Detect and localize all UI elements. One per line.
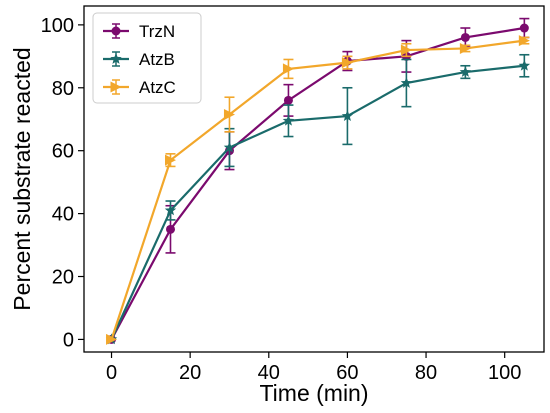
legend-item-trzn: TrzN	[103, 22, 175, 41]
x-tick-label: 60	[336, 362, 358, 384]
series-atzc	[106, 35, 530, 345]
data-point	[223, 109, 235, 121]
data-point	[164, 154, 176, 166]
x-tick-label: 100	[488, 362, 521, 384]
series-line	[110, 64, 525, 340]
data-point	[341, 57, 353, 69]
legend-item-atzc: AtzC	[103, 78, 176, 97]
data-point	[519, 23, 529, 33]
series-line	[110, 26, 525, 340]
series-line	[110, 39, 525, 340]
x-axis-title: Time (min)	[259, 380, 368, 406]
data-point	[164, 204, 177, 216]
data-point	[165, 224, 175, 234]
legend-item-atzb: AtzB	[103, 50, 175, 69]
legend-marker	[110, 81, 122, 93]
y-tick-label: 20	[52, 267, 74, 289]
legend-marker	[110, 53, 122, 64]
legend: TrzN AtzB AtzC	[92, 12, 202, 104]
plot-frame	[83, 5, 545, 353]
data-point	[282, 114, 295, 126]
data-point	[283, 95, 293, 105]
data-point	[106, 333, 118, 345]
x-tick-label: 80	[415, 362, 437, 384]
data-point	[282, 63, 294, 75]
series-atzb	[105, 53, 531, 345]
data-point	[400, 77, 413, 88]
x-tick-label: 0	[106, 362, 117, 384]
x-tick-label: 20	[179, 362, 201, 384]
legend-label: TrzN	[139, 22, 175, 41]
legend-label: AtzC	[139, 78, 176, 97]
x-tick-label: 40	[258, 362, 280, 384]
y-tick-label: 100	[41, 15, 74, 37]
data-point	[518, 35, 530, 47]
data-point	[459, 42, 471, 54]
y-tick-label: 0	[63, 329, 74, 351]
y-tick-label: 60	[52, 141, 74, 163]
y-tick-label: 40	[52, 204, 74, 226]
y-tick-label: 80	[52, 78, 74, 100]
data-point	[460, 32, 470, 42]
y-axis-title: Percent substrate reacted	[9, 47, 35, 310]
data-point	[223, 141, 236, 153]
data-point	[459, 66, 472, 77]
data-point	[341, 110, 354, 121]
data-point	[518, 59, 531, 71]
axes-layer: 0 20 40 60 80 100 0 20 40 60 80 100	[41, 15, 522, 384]
data-point	[400, 44, 412, 56]
legend-label: AtzB	[139, 50, 175, 69]
series-layer	[105, 17, 531, 345]
legend-marker	[111, 26, 121, 36]
